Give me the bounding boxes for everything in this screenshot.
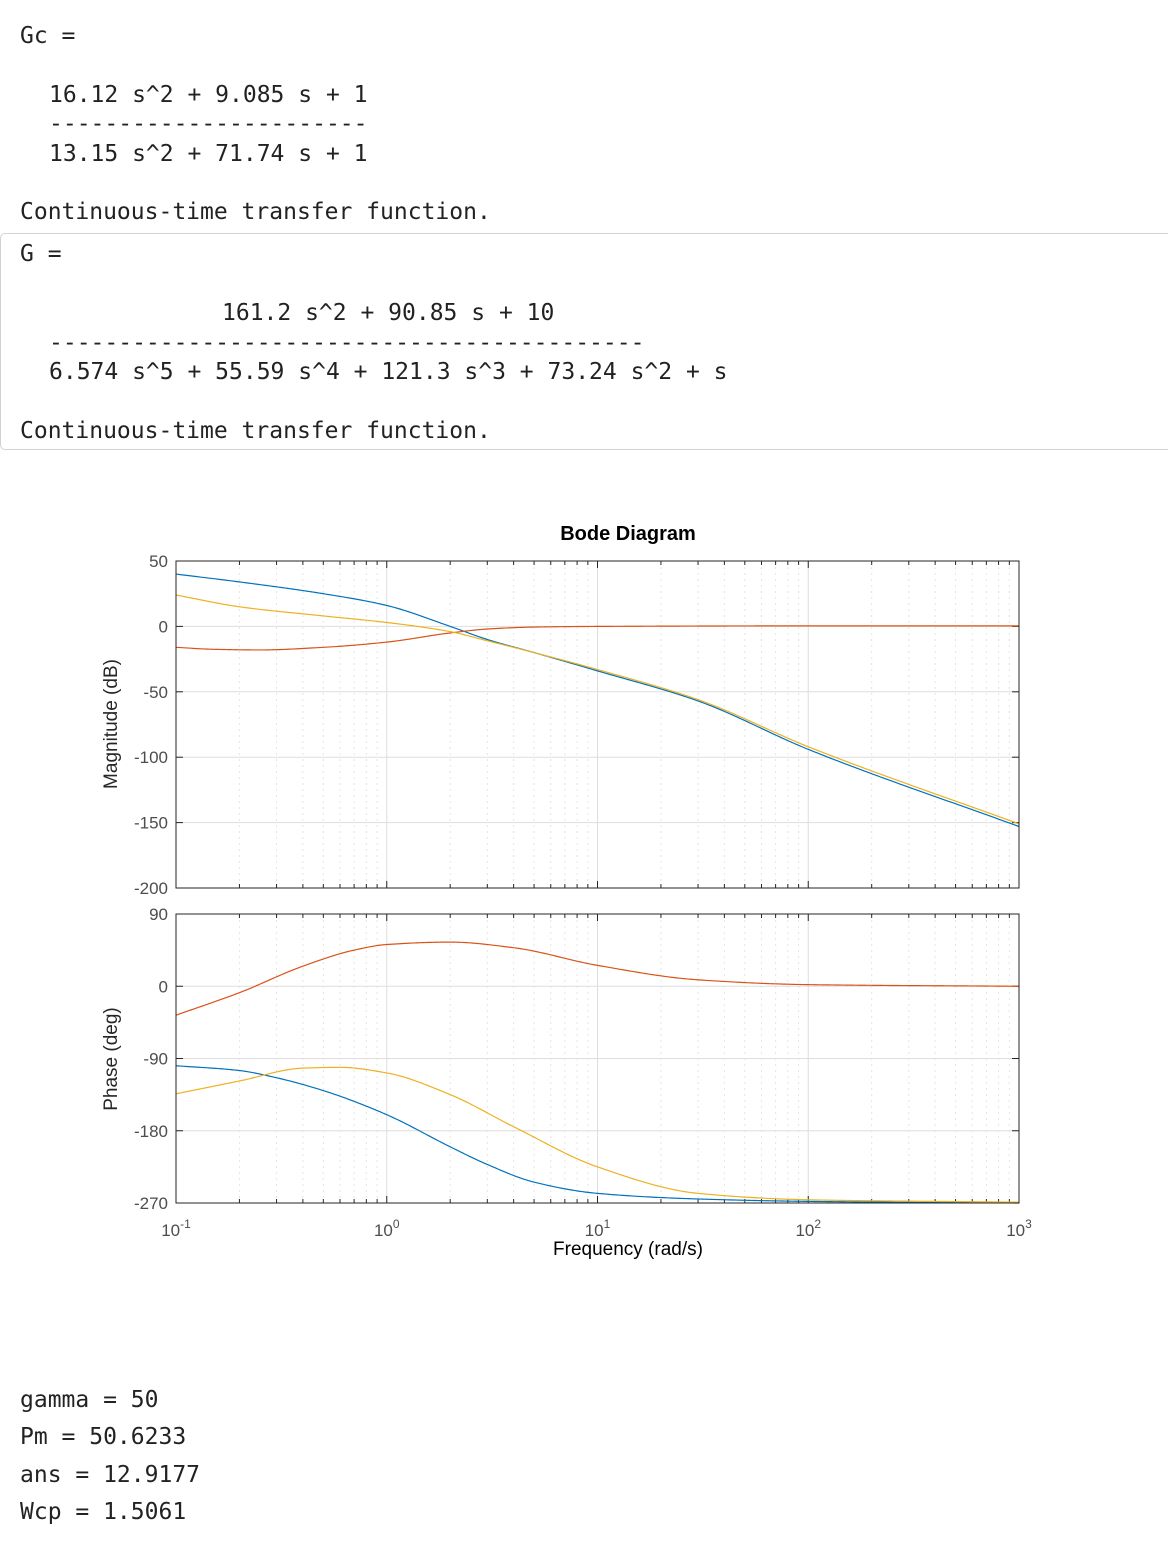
chart-title: Bode Diagram <box>560 523 696 545</box>
x-tick-label: 10-1 <box>161 1217 191 1240</box>
x-tick-labels: 10-1 100 101 102 103 <box>161 1217 1032 1240</box>
magnitude-ytick-label: -50 <box>143 683 168 702</box>
phase-ytick-label: 90 <box>149 905 168 924</box>
phase-axes-box <box>175 913 1020 1204</box>
phase-axes: 90 0 -90 -180 -270 Phase (deg) <box>101 905 1020 1213</box>
gc-type: Continuous-time transfer function. <box>20 199 491 225</box>
magnitude-series-2-line <box>175 625 1019 651</box>
g-numerator: 161.2 s^2 + 90.85 s + 10 <box>222 300 555 326</box>
result-wcp: Wcp = 1.5061 <box>20 1499 187 1525</box>
gc-numerator: 16.12 s^2 + 9.085 s + 1 <box>49 82 368 108</box>
x-tick-label: 100 <box>374 1217 400 1240</box>
magnitude-axes-box <box>175 560 1020 889</box>
result-ans: ans = 12.9177 <box>20 1462 201 1488</box>
phase-ytick-label: -180 <box>134 1122 168 1141</box>
magnitude-axes: 50 0 -50 -100 -150 -200 Magnitude (dB) <box>101 552 1020 898</box>
phase-ytick-label: -270 <box>134 1194 168 1213</box>
magnitude-ytick-label: -200 <box>134 879 168 898</box>
x-tick-label: 103 <box>1006 1217 1032 1240</box>
phase-series-3-line <box>175 1066 1020 1203</box>
x-tick-label: 101 <box>585 1217 611 1240</box>
magnitude-ylabel: Magnitude (dB) <box>101 659 122 789</box>
g-output-box <box>0 233 1168 450</box>
bode-diagram-figure: Bode Diagram 50 0 -50 -100 -150 -200 Magnitud… <box>101 523 1032 1260</box>
x-tick-label: 102 <box>795 1217 821 1240</box>
phase-ytick-label: -90 <box>143 1050 168 1069</box>
x-axis-label: Frequency (rad/s) <box>553 1239 703 1260</box>
gc-divider: ----------------------- <box>49 111 368 137</box>
magnitude-y-ticks: 50 0 -50 -100 -150 -200 <box>134 552 168 898</box>
g-divider: ----------------------------------------… <box>49 330 645 356</box>
phase-ylabel: Phase (deg) <box>101 1007 122 1111</box>
g-label: G = <box>20 241 62 267</box>
magnitude-series <box>175 573 1020 828</box>
phase-ytick-label: 0 <box>159 977 168 996</box>
g-denominator: 6.574 s^5 + 55.59 s^4 + 121.3 s^3 + 73.2… <box>49 359 728 385</box>
phase-series-2-line <box>175 941 1020 1016</box>
magnitude-grid <box>175 560 1019 889</box>
phase-series <box>175 941 1020 1204</box>
magnitude-ytick-label: 0 <box>159 617 168 636</box>
magnitude-ytick-label: 50 <box>149 552 168 571</box>
magnitude-ytick-label: -100 <box>134 748 168 767</box>
gc-label: Gc = <box>20 23 76 49</box>
result-gamma: gamma = 50 <box>20 1387 159 1413</box>
magnitude-series-1-line <box>175 573 1020 828</box>
gc-denominator: 13.15 s^2 + 71.74 s + 1 <box>49 141 368 167</box>
phase-series-1-line <box>175 1065 1020 1204</box>
g-type: Continuous-time transfer function. <box>20 418 491 444</box>
magnitude-series-3-line <box>175 594 1020 825</box>
magnitude-ytick-label: -150 <box>134 814 168 833</box>
phase-y-ticks: 90 0 -90 -180 -270 <box>134 905 168 1213</box>
result-pm: Pm = 50.6233 <box>20 1424 187 1450</box>
